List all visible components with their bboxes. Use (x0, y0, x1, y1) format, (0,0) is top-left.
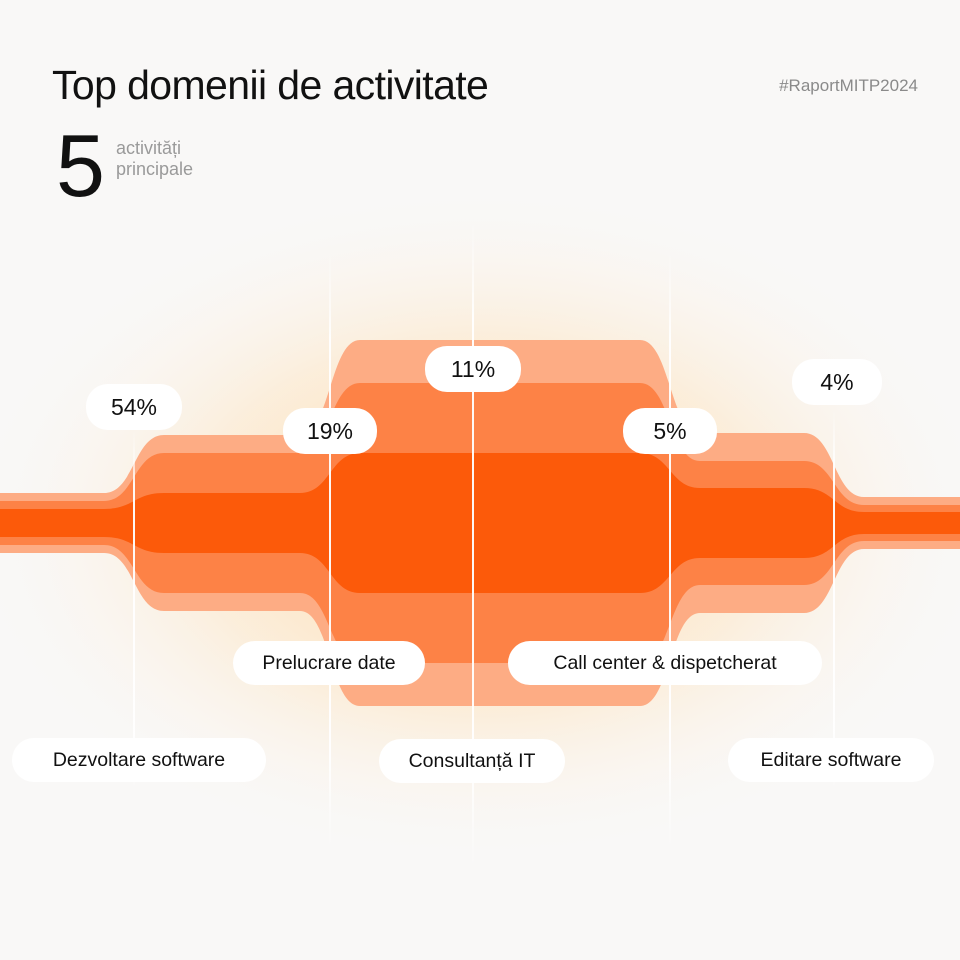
chart-dividers (133, 220, 835, 870)
value-label: 4% (792, 359, 882, 405)
chart-bands (0, 340, 960, 706)
category-label: Call center & dispetcherat (508, 641, 822, 685)
activity-count-label: activități principale (116, 138, 236, 180)
divider-line-1 (133, 430, 135, 790)
value-label: 11% (425, 346, 521, 392)
divider-line-4 (669, 250, 671, 850)
divider-line-2 (329, 250, 331, 850)
page-title: Top domenii de activitate (52, 62, 489, 108)
divider-line-5 (833, 410, 835, 790)
category-label: Consultanță IT (379, 739, 565, 783)
value-label: 54% (86, 384, 182, 430)
category-label: Dezvoltare software (12, 738, 266, 782)
stream-band-core (0, 453, 960, 593)
hashtag: #RaportMITP2024 (779, 76, 918, 95)
value-label: 5% (623, 408, 717, 454)
value-label: 19% (283, 408, 377, 454)
divider-line-3 (472, 220, 474, 870)
activity-count-label-line1: activități (116, 138, 182, 158)
category-label: Editare software (728, 738, 934, 782)
activity-count-label-line2: principale (116, 159, 194, 179)
activity-count: 5 (56, 116, 105, 215)
category-label: Prelucrare date (233, 641, 425, 685)
